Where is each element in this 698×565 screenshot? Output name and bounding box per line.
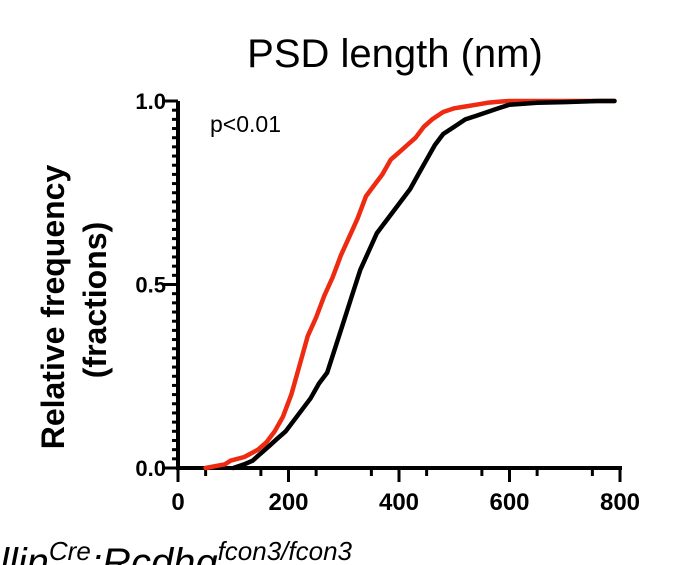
y-axis-label-line2: (fractions) bbox=[77, 222, 113, 378]
p-value-annotation: p<0.01 bbox=[210, 111, 281, 137]
x-tick-label: 800 bbox=[600, 489, 640, 516]
x-tick-label: 400 bbox=[379, 489, 419, 516]
genotype-fcon-superscript: fcon3/fcon3 bbox=[218, 536, 353, 565]
chart-title: PSD length (nm) bbox=[247, 32, 543, 76]
axes bbox=[176, 101, 622, 470]
genotype-cre-superscript: Cre bbox=[49, 536, 91, 565]
series-line-red bbox=[203, 98, 617, 471]
y-axis-label: Relative frequency (fractions) bbox=[35, 165, 113, 450]
y-tick-label: 0.0 bbox=[135, 456, 166, 481]
x-tick-label: 200 bbox=[268, 489, 308, 516]
genotype-prefix: llin bbox=[0, 541, 49, 565]
series-lines bbox=[203, 98, 617, 471]
y-tick-label: 1.0 bbox=[135, 89, 166, 114]
genotype-label: llinCre;Rcdhgfcon3/fcon3 bbox=[0, 536, 353, 565]
series-line-black bbox=[231, 98, 617, 471]
x-axis-ticks: 0 200 400 600 800 bbox=[171, 468, 640, 516]
x-tick-label: 600 bbox=[489, 489, 529, 516]
genotype-gene: Rcdhg bbox=[102, 541, 218, 565]
y-axis-ticks: 0.0 0.5 1.0 bbox=[135, 89, 178, 481]
y-tick-label: 0.5 bbox=[135, 273, 166, 298]
x-tick-label: 0 bbox=[171, 489, 184, 516]
genotype-colon: ; bbox=[91, 541, 102, 565]
y-axis-label-line1: Relative frequency bbox=[35, 165, 71, 450]
